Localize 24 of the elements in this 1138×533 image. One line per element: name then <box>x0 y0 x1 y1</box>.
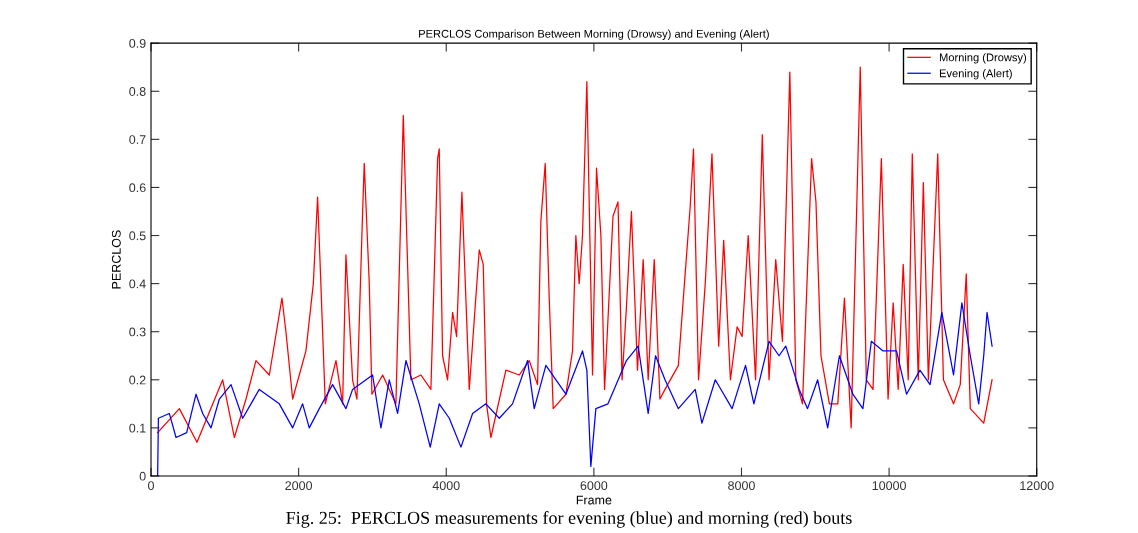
y-tick-label: 0.4 <box>129 279 146 289</box>
x-tick-label: 4000 <box>432 481 460 491</box>
x-tick-label: 0 <box>148 481 154 491</box>
y-tick-label: 0.2 <box>129 375 146 385</box>
legend-label: Morning (Drowsy) <box>939 53 1027 64</box>
x-tick-label: 12000 <box>1020 481 1054 491</box>
x-tick-label: 6000 <box>580 481 608 491</box>
line-series <box>157 302 993 476</box>
x-tick-label: 8000 <box>728 481 755 491</box>
y-axis-title: PERCLOS <box>111 230 121 289</box>
y-tick-label: 0 <box>139 471 146 481</box>
x-axis-title: Frame <box>576 495 612 505</box>
x-tick-label: 2000 <box>285 481 313 491</box>
y-tick-label: 0.7 <box>129 135 146 144</box>
y-tick-label: 0.5 <box>129 231 146 241</box>
y-tick-label: 0.3 <box>129 327 146 337</box>
caption: Fig. 25: PERCLOS measurements for evening (blue) and morning (red) bouts <box>286 511 852 528</box>
y-tick-label: 0.9 <box>129 38 146 48</box>
legend-label: Evening (Alert) <box>939 69 1012 80</box>
y-tick-label: 0.8 <box>129 87 146 96</box>
chart-title: PERCLOS Comparison Between Morning (Drowsy) and Evening (Alert) <box>419 29 769 40</box>
y-tick-label: 0.6 <box>129 183 146 193</box>
y-tick-label: 0.1 <box>129 423 146 433</box>
x-tick-label: 10000 <box>872 481 906 491</box>
